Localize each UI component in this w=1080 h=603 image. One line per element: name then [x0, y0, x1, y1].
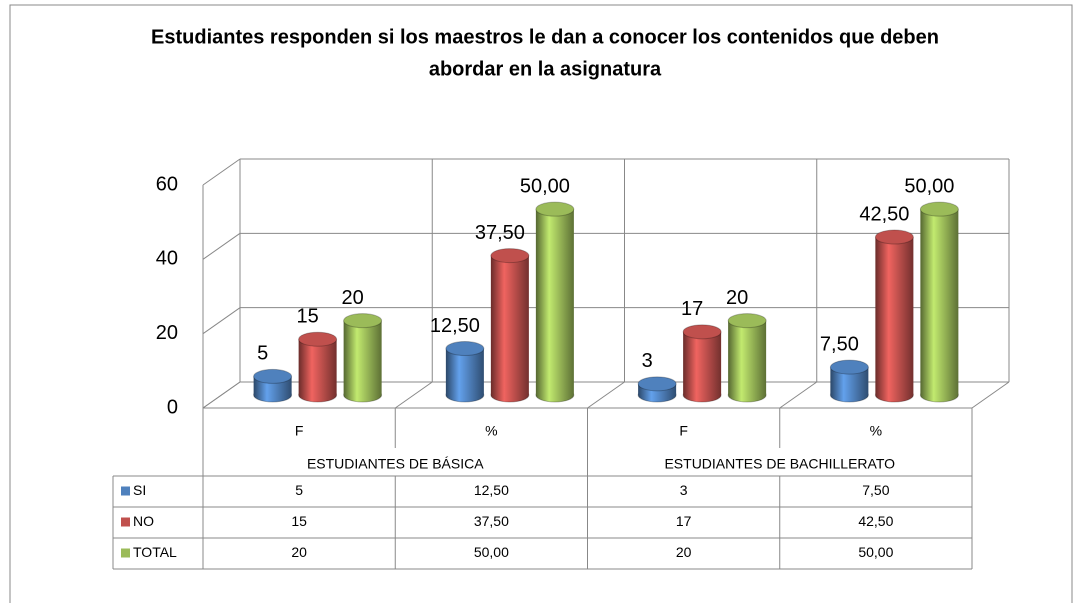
chart-title-line2: abordar en la asignatura [429, 58, 662, 80]
bar [920, 209, 959, 395]
data-label: 20 [342, 287, 364, 309]
group-label: ESTUDIANTES DE BÁSICA [307, 456, 484, 472]
bar-top [682, 324, 722, 340]
floor-divider [587, 381, 625, 409]
bar [728, 320, 767, 395]
legend-label: NO [133, 513, 154, 529]
bar-top [829, 359, 869, 375]
legend-swatch [121, 517, 130, 527]
bar-top [298, 331, 338, 347]
chart-title: Estudiantes responden si los maestros le… [151, 26, 939, 48]
grid-line [202, 158, 241, 186]
data-label: 3 [642, 350, 653, 372]
bar-top [445, 341, 485, 357]
y-tick-label: 60 [156, 173, 178, 195]
group-label: ESTUDIANTES DE BACHILLERATO [664, 456, 895, 472]
bar-top [637, 376, 677, 392]
table-cell: 20 [291, 544, 307, 560]
floor-divider [202, 381, 241, 409]
grid-line [202, 307, 241, 335]
y-tick-label: 40 [156, 248, 178, 270]
bar [683, 331, 722, 395]
data-label: 42,50 [859, 203, 909, 225]
x-tick-label: % [870, 423, 882, 439]
legend-swatch [121, 486, 130, 496]
bar-top [874, 229, 914, 245]
x-tick-label: F [679, 423, 688, 439]
bar-top [919, 201, 959, 217]
table-cell: 3 [680, 482, 688, 498]
floor-divider [971, 381, 1010, 409]
table-cell: 5 [295, 482, 303, 498]
floor-divider [394, 381, 433, 409]
table-cell: 12,50 [474, 482, 509, 498]
bar-top [727, 313, 767, 329]
bar [490, 255, 529, 395]
data-label: 37,50 [475, 222, 525, 244]
bar [445, 348, 484, 395]
y-tick-label: 20 [156, 322, 178, 344]
grid-line [202, 232, 241, 260]
x-tick-label: % [485, 423, 497, 439]
bar [343, 320, 382, 395]
legend-label: SI [133, 482, 146, 498]
data-label: 5 [257, 343, 268, 365]
data-label: 20 [726, 287, 748, 309]
bar-top [535, 201, 575, 217]
bar-top [343, 313, 383, 329]
x-tick-label: F [295, 423, 304, 439]
bar [535, 209, 574, 395]
bar [875, 237, 914, 395]
bar-top [253, 368, 293, 384]
table-cell: 7,50 [862, 482, 889, 498]
table-cell: 50,00 [474, 544, 509, 560]
data-label: 12,50 [430, 315, 480, 337]
y-tick-label: 0 [167, 396, 178, 418]
bar-top [490, 248, 530, 264]
table-cell: 15 [291, 513, 307, 529]
table-cell: 42,50 [858, 513, 893, 529]
data-label: 15 [297, 306, 319, 328]
data-label: 7,50 [820, 333, 859, 355]
legend-swatch [121, 548, 130, 558]
data-label: 17 [681, 298, 703, 320]
table-cell: 50,00 [858, 544, 893, 560]
floor-divider [779, 381, 818, 409]
bar [298, 339, 337, 395]
data-label: 50,00 [904, 175, 954, 197]
legend-label: TOTAL [133, 544, 177, 560]
table-cell: 20 [676, 544, 692, 560]
table-cell: 37,50 [474, 513, 509, 529]
table-cell: 17 [676, 513, 692, 529]
data-label: 50,00 [520, 175, 570, 197]
